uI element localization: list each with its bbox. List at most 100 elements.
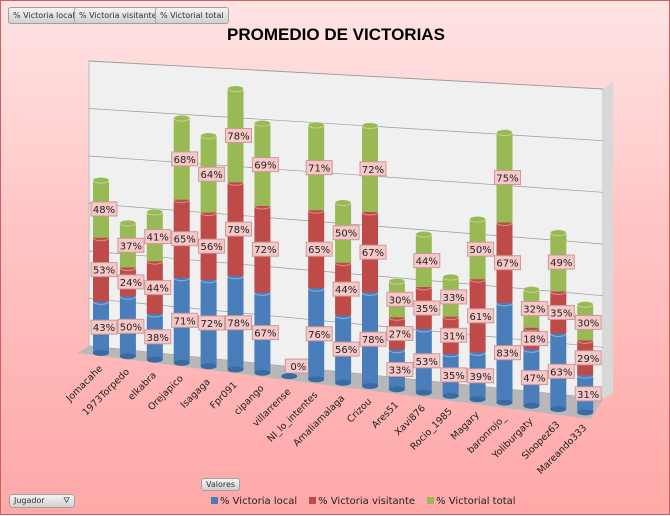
gridline xyxy=(88,60,604,90)
data-label-box xyxy=(547,363,575,379)
data-label: 53% xyxy=(416,357,438,368)
legend-item[interactable]: % Victoria visitante xyxy=(309,496,415,507)
data-label: 78% xyxy=(362,335,384,346)
data-label-box xyxy=(440,367,468,383)
data-label-box xyxy=(171,312,199,328)
data-label-box xyxy=(117,318,145,334)
bar-cap xyxy=(200,132,218,140)
data-label-box xyxy=(494,345,521,361)
bar-base xyxy=(523,402,540,409)
bar-cap xyxy=(119,219,137,227)
bar-cap xyxy=(388,277,406,285)
data-label: 71% xyxy=(308,164,330,175)
data-label-box xyxy=(171,151,199,167)
data-label: 65% xyxy=(174,235,196,246)
bar-base xyxy=(146,356,163,363)
data-label: 78% xyxy=(227,132,249,143)
bar-base xyxy=(308,376,325,383)
data-label-box xyxy=(251,241,279,257)
data-label: 72% xyxy=(362,165,384,176)
bar-group: 56% 44% 50% xyxy=(332,199,360,386)
data-label: 33% xyxy=(443,293,465,304)
data-label: 83% xyxy=(496,349,518,360)
data-label-box xyxy=(332,281,360,297)
data-label-box xyxy=(90,319,118,335)
data-label-box xyxy=(171,231,199,247)
bar-base xyxy=(335,379,352,386)
bar-base xyxy=(173,359,190,366)
data-label: 61% xyxy=(469,312,491,323)
bar-group: 50% 24% 37% xyxy=(117,219,145,360)
data-label-box xyxy=(520,331,548,347)
data-label: 67% xyxy=(362,248,384,259)
bar-cap xyxy=(361,122,379,130)
bar-group: 47% 18% 32% xyxy=(520,285,548,409)
bar-group: 78% 78% 78% xyxy=(225,85,252,373)
bar-cap xyxy=(146,208,164,216)
data-label-box xyxy=(117,237,145,253)
data-label: 76% xyxy=(308,330,330,341)
legend-item[interactable]: % Victoria local xyxy=(211,496,297,507)
bar-group: 35% 31% 33% xyxy=(440,273,468,399)
data-label: 50% xyxy=(469,245,491,256)
data-label: 44% xyxy=(416,257,438,268)
legend-swatch xyxy=(309,497,317,504)
legend: % Victoria local % Victoria visitante % Vi… xyxy=(211,496,516,507)
bar-cap xyxy=(415,230,433,238)
data-label: 49% xyxy=(550,258,572,269)
data-label-box xyxy=(198,166,226,182)
bar-cap xyxy=(549,229,567,237)
data-label-box xyxy=(251,325,279,341)
data-label: 68% xyxy=(174,155,196,166)
bar-group: 53% 35% 44% xyxy=(413,230,441,396)
data-label: 50% xyxy=(335,229,357,240)
data-label: 78% xyxy=(227,225,249,236)
data-label: 67% xyxy=(496,259,518,270)
bar-group: 78% 67% 72% xyxy=(359,122,387,389)
legend-swatch xyxy=(427,497,435,504)
data-label: 35% xyxy=(416,304,438,315)
bar-group: 31% 29% 30% xyxy=(574,300,602,416)
data-label: 35% xyxy=(550,309,572,320)
bar-group: 67% 72% 69% xyxy=(251,119,279,376)
data-label: 24% xyxy=(120,278,142,289)
data-label: 32% xyxy=(523,305,545,316)
bar-cap xyxy=(469,215,487,223)
data-label-box xyxy=(144,329,172,345)
bar-group: 39% 61% 50% xyxy=(467,215,495,403)
data-label-box xyxy=(305,241,333,257)
data-label-box xyxy=(359,331,387,347)
data-label-box xyxy=(467,368,495,384)
data-label: 67% xyxy=(254,329,276,340)
data-label-box xyxy=(332,225,360,241)
data-label: 56% xyxy=(200,242,222,253)
gridline xyxy=(88,108,604,142)
jugador-label: Jugador xyxy=(14,496,45,505)
bar-base xyxy=(362,383,378,389)
data-label: 18% xyxy=(523,335,545,346)
jugador-filter-button[interactable]: Jugador ⛛ xyxy=(9,494,75,508)
data-label-box xyxy=(305,326,333,342)
data-label: 78% xyxy=(227,319,249,330)
data-label-box xyxy=(144,280,172,296)
data-label-box xyxy=(386,362,414,377)
bar-cap xyxy=(522,285,540,293)
data-label-box xyxy=(520,370,548,386)
bar-cap xyxy=(334,199,352,207)
data-label-box xyxy=(305,160,333,176)
field-button-victoria-total[interactable]: % Victorial total xyxy=(155,7,229,24)
legend-item[interactable]: % Victorial total xyxy=(427,496,516,507)
data-label-box xyxy=(198,315,226,331)
valores-button[interactable]: Valores xyxy=(201,478,241,491)
bar-group: 63% 35% 49% xyxy=(547,229,575,413)
data-label-box xyxy=(117,274,145,290)
bar-cap xyxy=(576,300,594,308)
data-label: 56% xyxy=(335,345,357,356)
data-label: 69% xyxy=(254,161,276,172)
data-label: 41% xyxy=(147,233,169,244)
data-label: 44% xyxy=(147,284,169,295)
data-label-box xyxy=(413,253,441,269)
data-label-box xyxy=(90,262,118,278)
data-label: 72% xyxy=(200,319,222,330)
legend-label: % Victoria visitante xyxy=(318,496,416,507)
